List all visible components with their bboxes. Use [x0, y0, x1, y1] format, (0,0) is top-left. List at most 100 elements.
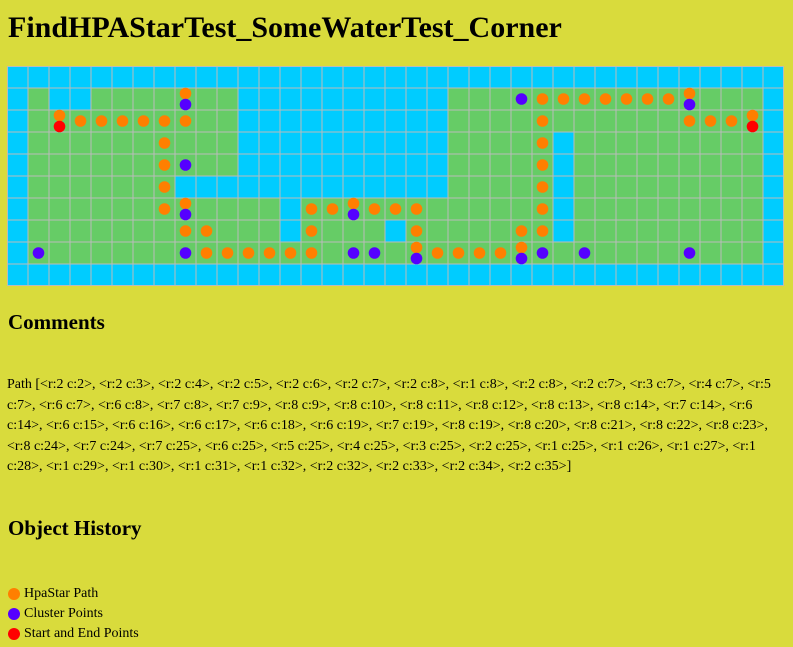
path-point: [200, 247, 213, 259]
path-point: [263, 247, 276, 259]
cluster-point: [179, 208, 192, 221]
path-point: [725, 115, 738, 127]
legend-item-endpoint: Start and End Points: [7, 624, 139, 644]
path-point: [179, 225, 192, 237]
path-point: [305, 247, 318, 259]
cluster-point: [410, 252, 423, 265]
cluster-point: [179, 98, 192, 111]
cluster-point: [179, 247, 192, 259]
land-area: [574, 176, 763, 198]
land-area: [574, 220, 763, 242]
legend-label: Start and End Points: [24, 626, 139, 641]
grid-canvas: [7, 66, 784, 286]
path-point: [494, 247, 507, 259]
land-area: [448, 132, 553, 154]
land-area: [28, 88, 49, 110]
path-point: [578, 93, 591, 105]
land-area: [406, 220, 553, 242]
map-grid: [7, 66, 784, 286]
cluster-point: [683, 98, 696, 111]
path-point: [158, 181, 171, 193]
path-point: [431, 247, 444, 259]
endpoint-point: [746, 120, 759, 133]
path-point: [662, 93, 675, 105]
cluster-point: [683, 247, 696, 259]
path-point: [305, 225, 318, 237]
cluster-point: [368, 247, 381, 259]
path-point: [410, 225, 423, 237]
land-area: [448, 154, 553, 176]
land-area: [574, 154, 763, 176]
path-point: [242, 247, 255, 259]
endpoint-dot-icon: [8, 628, 20, 640]
path-point: [746, 109, 759, 122]
path-point: [389, 203, 402, 215]
cluster-point: [578, 247, 591, 259]
path-point: [158, 137, 171, 149]
path-point: [158, 203, 171, 215]
land-area: [574, 198, 763, 220]
path-point: [536, 181, 549, 193]
cluster-point: [347, 247, 360, 259]
path-description: Path [<r:2 c:2>, <r:2 c:3>, <r:2 c:4>, <…: [7, 377, 771, 474]
path-point: [536, 225, 549, 237]
legend-item-path: HpaStar Path: [7, 584, 139, 604]
path-point: [704, 115, 717, 127]
object-history-heading: Object History: [8, 516, 142, 540]
path-point: [74, 115, 87, 127]
land-area: [28, 242, 763, 264]
land-area: [448, 176, 553, 198]
path-point: [536, 115, 549, 127]
path-point: [683, 115, 696, 127]
path-point: [641, 93, 654, 105]
land-area: [574, 132, 763, 154]
comments-heading: Comments: [8, 310, 105, 334]
path-point: [452, 247, 465, 259]
path-point: [368, 203, 381, 215]
path-point: [515, 225, 528, 237]
path-point: [599, 93, 612, 105]
cluster-point: [32, 247, 45, 259]
land-area: [448, 110, 763, 132]
path-point: [158, 159, 171, 171]
path-point: [515, 241, 528, 254]
path-point: [179, 87, 192, 100]
path-point: [620, 93, 633, 105]
path-point: [305, 203, 318, 215]
legend-item-cluster: Cluster Points: [7, 604, 139, 624]
path-point: [95, 115, 108, 127]
land-area: [91, 88, 238, 110]
path-point: [179, 115, 192, 127]
cluster-point: [536, 247, 549, 259]
path-point: [53, 109, 66, 122]
path-point: [410, 203, 423, 215]
cluster-point: [179, 159, 192, 171]
path-point: [158, 115, 171, 127]
legend-label: HpaStar Path: [24, 586, 99, 601]
path-point: [179, 197, 192, 210]
path-point: [137, 115, 150, 127]
endpoint-point: [53, 120, 66, 133]
path-point: [536, 137, 549, 149]
land-area: [28, 176, 175, 198]
path-point: [347, 197, 360, 210]
path-point: [410, 241, 423, 254]
path-point: [473, 247, 486, 259]
path-point: [536, 93, 549, 105]
path-point: [200, 225, 213, 237]
path-point: [326, 203, 339, 215]
path-point: [116, 115, 129, 127]
path-point: [536, 203, 549, 215]
path-dot-icon: [8, 588, 20, 600]
cluster-point: [515, 252, 528, 265]
path-point: [536, 159, 549, 171]
legend: HpaStar Path Cluster Points Start and En…: [7, 584, 139, 644]
cluster-point: [515, 93, 528, 105]
legend-label: Cluster Points: [24, 606, 103, 621]
path-point: [284, 247, 297, 259]
cluster-dot-icon: [8, 608, 20, 620]
cluster-point: [347, 208, 360, 221]
page-title: FindHPAStarTest_SomeWaterTest_Corner: [8, 11, 562, 44]
path-point: [557, 93, 570, 105]
path-point: [683, 87, 696, 100]
